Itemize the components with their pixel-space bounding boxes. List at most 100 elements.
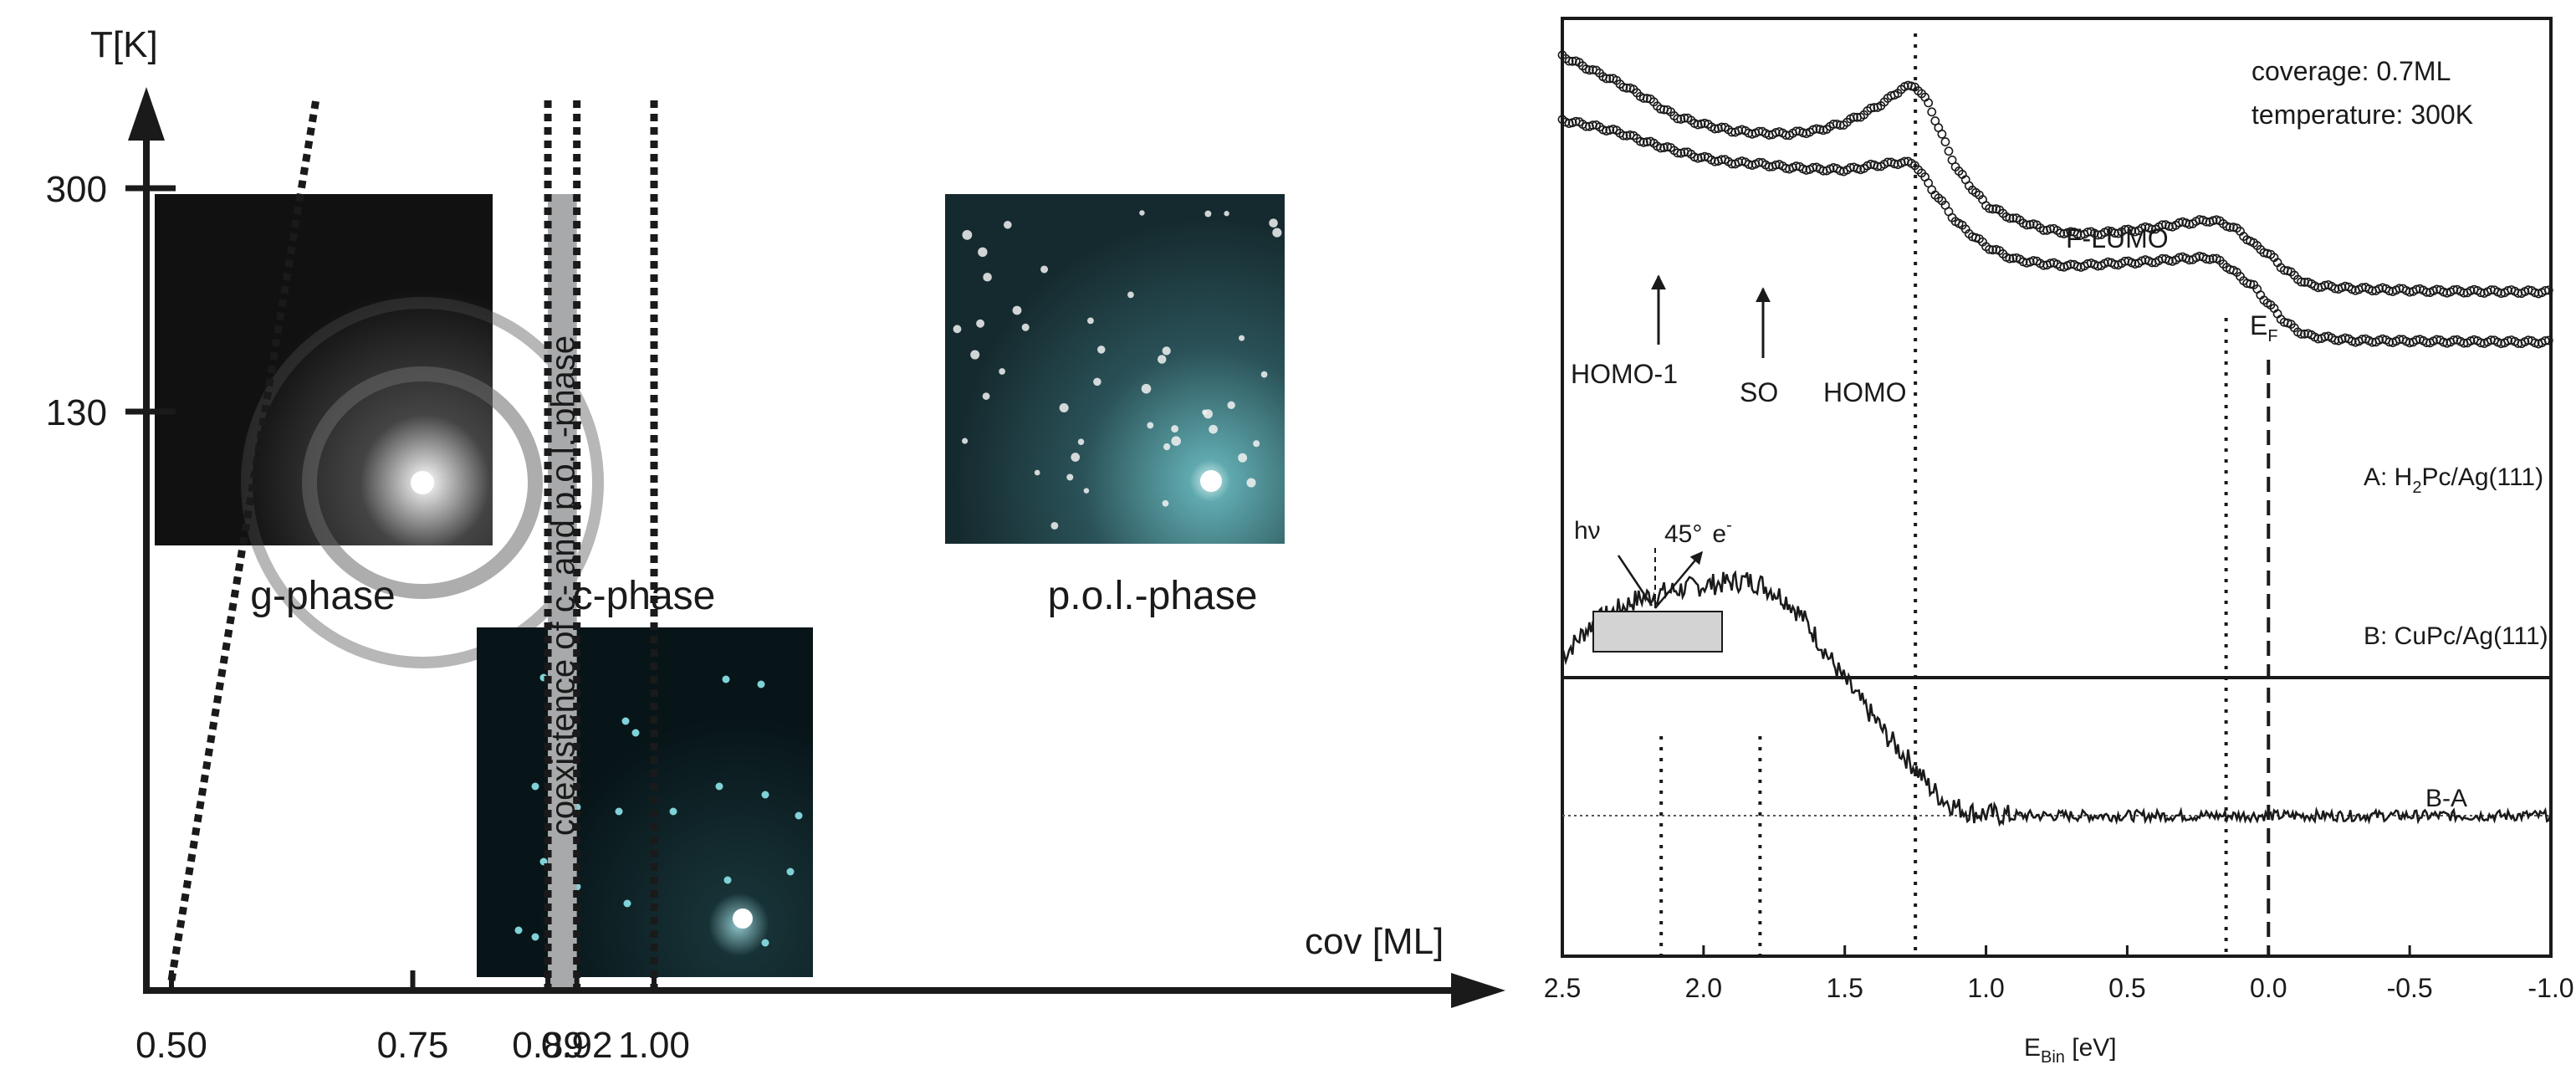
y-tick-label-0: 300 [46, 169, 107, 210]
data-point [2320, 332, 2330, 341]
phase-boundaries [167, 98, 658, 990]
pol-spot [1163, 443, 1171, 451]
data-point [2175, 253, 2184, 263]
pol-spot [1004, 220, 1012, 229]
data-point [2384, 337, 2395, 347]
c-spot [623, 899, 631, 908]
data-point [1656, 104, 1665, 114]
pol-spot [1246, 478, 1256, 488]
data-point [1673, 114, 1683, 124]
plot-frame [1561, 17, 2553, 958]
data-point [1638, 137, 1648, 147]
pol-spot [1034, 469, 1040, 476]
pol-spot [970, 350, 980, 360]
pol-phase-label: p.o.l.-phase [1048, 574, 1258, 618]
pol-spot [1021, 323, 1030, 331]
data-point [1618, 131, 1628, 141]
pol-specular-spot [1200, 470, 1222, 492]
ups-spectra-plot: coverage: 0.7ML temperature: 300K A: H2P… [1544, 17, 2574, 1067]
e-tick-label-4: 0.5 [2108, 973, 2145, 1003]
energy-markers [1659, 33, 2271, 956]
c-spot [795, 811, 803, 820]
pol-spot [1227, 401, 1235, 410]
data-point [2330, 284, 2340, 294]
data-point [1638, 94, 1648, 103]
data-point [2005, 253, 2015, 264]
data-point [2056, 228, 2066, 238]
data-point [1988, 204, 1998, 214]
data-point [2157, 220, 2167, 230]
data-point [1771, 160, 1781, 170]
data-point [2300, 329, 2309, 339]
data-point [1567, 56, 1577, 66]
data-point [1988, 245, 1998, 255]
series-a-label: A: H2Pc/Ag(111) [2364, 463, 2543, 497]
data-point [2540, 285, 2550, 295]
data-point [2476, 338, 2486, 348]
homo-1-label: HOMO-1 [1571, 359, 1678, 389]
y-ticks: 300 130 [46, 169, 176, 433]
data-point [2384, 286, 2395, 296]
f-lumo-label: F-LUMO [2066, 223, 2169, 253]
phase-diagram: coexistence of c- and p.o.l.-phase T[K] … [46, 24, 1505, 1066]
x-axis-label: cov [ML] [1305, 921, 1444, 962]
pol-spot [1083, 488, 1090, 494]
pol-spot [1139, 210, 1145, 216]
angle-label: 45° e- [1664, 516, 1732, 548]
c-spot [715, 782, 723, 791]
pol-spot [1157, 355, 1167, 364]
pol-spot [1071, 453, 1081, 462]
coverage-info: coverage: 0.7ML [2251, 56, 2451, 86]
x-tick-label-0: 0.50 [135, 1025, 207, 1066]
c-spot [761, 939, 769, 947]
series-b-label: B: CuPc/Ag(111) [2364, 622, 2548, 650]
c-spot [757, 680, 765, 688]
geometry-inset [1592, 544, 1723, 653]
data-point [1940, 137, 1950, 146]
data-point [2039, 225, 2048, 235]
pol-spot [1077, 438, 1085, 445]
data-point [2110, 228, 2119, 238]
data-point [1696, 119, 1706, 129]
difference-label: B-A [2425, 785, 2467, 812]
pol-spot [1040, 265, 1049, 274]
pol-spot [1253, 440, 1260, 448]
boundary-0 [167, 98, 320, 981]
data-point [1985, 203, 1995, 213]
pol-spot [1204, 210, 1212, 218]
g-phase-leed-image [155, 194, 604, 668]
data-point [2411, 335, 2421, 345]
data-point [1642, 94, 1652, 103]
pol-spot [1202, 409, 1208, 416]
data-point [2449, 335, 2459, 345]
e-tick-label-5: 0.0 [2250, 973, 2287, 1003]
c-spot [514, 926, 523, 934]
pol-spot [1066, 473, 1074, 481]
energy-axis-label: EBin [eV] [2024, 1034, 2117, 1067]
pol-spot [1162, 346, 1171, 356]
pol-spot [1093, 377, 1101, 386]
electron-beam [1654, 550, 1703, 609]
c-phase-label: c-phase [573, 574, 716, 618]
data-point [2543, 335, 2553, 345]
e-tick-label-3: 1.0 [1967, 973, 2004, 1003]
pol-spot [1239, 335, 1245, 341]
x-tick-label-2: 0.89 [512, 1025, 584, 1066]
data-point [2056, 262, 2066, 271]
series-a-h2pc [1557, 50, 2553, 299]
c-spot [531, 933, 539, 941]
data-point [1798, 128, 1808, 138]
pol-spot [1147, 422, 1154, 429]
pol-spot [1127, 291, 1134, 299]
data-point [1781, 163, 1791, 173]
e-tick-label-1: 2.0 [1685, 973, 1722, 1003]
data-point [1924, 98, 1934, 108]
data-point [2358, 335, 2367, 344]
pol-spot [1272, 228, 1282, 238]
data-point [2201, 254, 2211, 264]
data-point [2005, 213, 2015, 223]
pol-spot [983, 273, 992, 282]
pol-spot [962, 438, 969, 444]
data-point [2358, 283, 2367, 293]
data-point [1602, 74, 1612, 84]
